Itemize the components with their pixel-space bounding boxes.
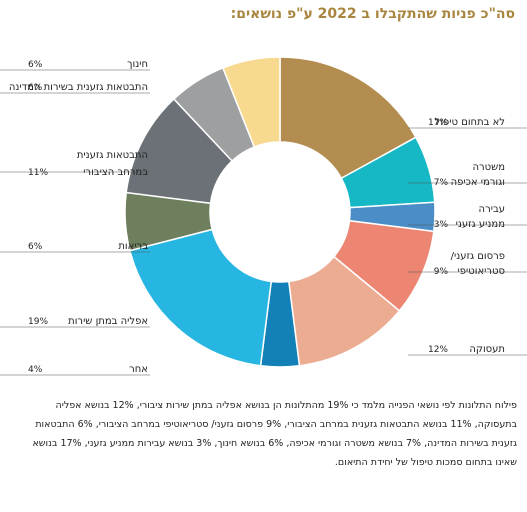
slice-2-percent: 7%	[434, 178, 449, 188]
slice-9-percent: 11%	[28, 168, 48, 178]
donut-slices	[124, 56, 436, 368]
footnote-text: פילוח התלונות לפי נושאי הפנייה מלמד כי 1…	[32, 400, 517, 468]
slice-11-percent: 6%	[28, 60, 43, 70]
slice-3-label-line-2: ממניע גזעני	[456, 219, 505, 230]
slice-9-label-line-1: התבטאות גזענית	[77, 150, 148, 161]
slice-3-percent: 3%	[434, 220, 449, 230]
slice-4-percent: 9%	[434, 267, 449, 277]
slice-3-label-line-1: עבירה	[479, 204, 505, 215]
slice-2-label-line-1: משטרה	[472, 162, 505, 173]
slice-6-label-line-1: אחר	[129, 364, 148, 375]
slice-11-label-line-1: חינוך	[127, 59, 148, 70]
slice-2-label-line-2: וגורמי אכיפה	[451, 177, 505, 188]
slice-9-label-line-2: במרחב הציבורי	[83, 167, 148, 178]
slice-11-wedge	[221, 56, 281, 148]
slice-8-label-line-1: בריאות	[118, 241, 148, 252]
slice-7-label-line-1: אפליה במתן שירות	[68, 316, 148, 327]
slice-5-label-line-1: תעסוקה	[469, 344, 505, 355]
slice-8-percent: 6%	[28, 242, 43, 252]
slice-10-label-line-1: התבטאות גזענית בשירות המדינה	[9, 82, 148, 93]
slice-7-wedge	[128, 228, 273, 367]
slice-5-percent: 12%	[428, 345, 448, 355]
slice-1-wedge	[279, 56, 417, 180]
slice-7-percent: 19%	[28, 317, 48, 327]
slice-1-label-line-1: לא בתחום טיפול	[435, 117, 505, 128]
slice-6-percent: 4%	[28, 365, 43, 375]
chart-title: סה"כ פניות שהתקבלו ב 2022 ע"פ נושאים:	[230, 6, 515, 22]
slice-10-percent: 6%	[28, 83, 43, 93]
slice-4-label-line-1: פרסום גזעני/	[451, 251, 505, 262]
slice-4-label-line-2: סטריאוטיפי	[458, 266, 505, 277]
slice-1-percent: 17%	[428, 118, 448, 128]
